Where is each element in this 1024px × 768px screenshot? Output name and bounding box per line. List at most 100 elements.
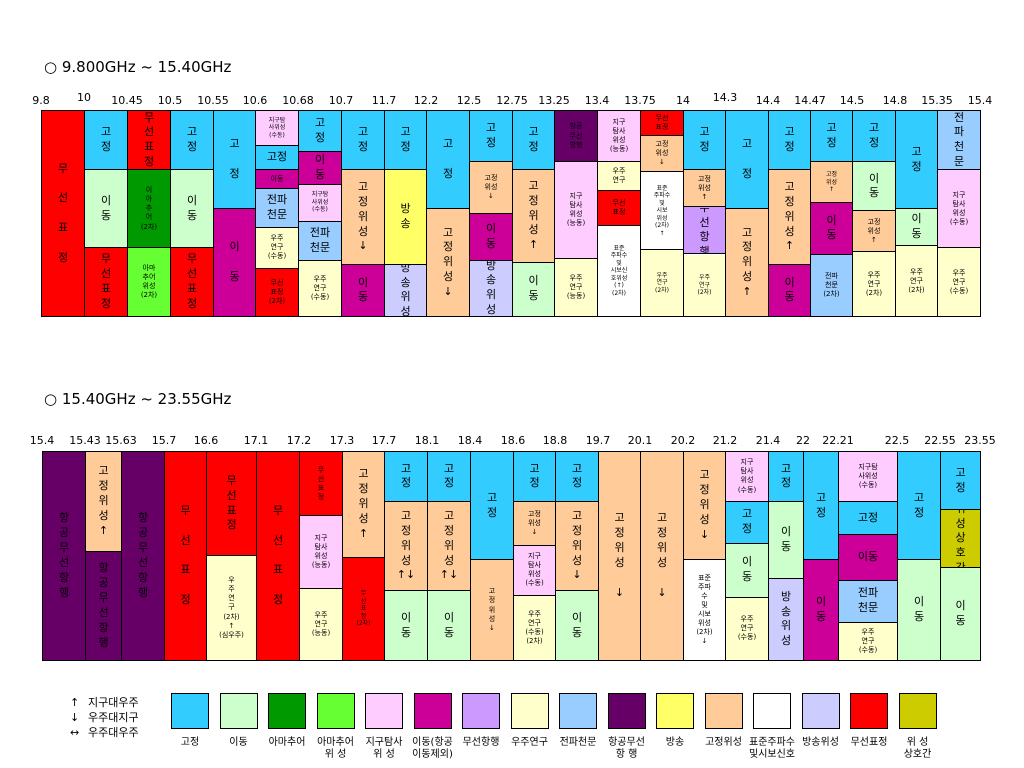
legend-label: 항공무선 항 행 — [608, 737, 645, 760]
allocation-cell: 지구탐 사위성 (수동) — [839, 452, 897, 502]
allocation-cell: 무 선 표 정 — [207, 452, 256, 556]
allocation-cell: 무 선 표 정 — [171, 248, 213, 316]
direction-text: 우주대지구 — [88, 711, 139, 724]
allocation-cell: 고정 위성 ↑ — [853, 211, 895, 253]
legend-swatch — [656, 693, 694, 729]
allocation-cell: 지구탐 사위성 (수동) — [256, 111, 298, 146]
allocation-cell: 이 동 — [299, 152, 341, 185]
band-column: 고 정 위 성 ↓ — [598, 451, 641, 661]
freq-label: 20.2 — [670, 434, 696, 447]
freq-label: 10.68 — [282, 94, 314, 107]
allocation-cell: 우주 연구 (2차) — [684, 254, 725, 316]
freq-label: 21.2 — [712, 434, 738, 447]
section-title-1: ○ 9.800GHz ~ 15.40GHz — [44, 58, 232, 76]
freq-label: 12.2 — [413, 94, 439, 107]
freq-label: 22 — [796, 434, 810, 447]
legend-label: 표준주파수 및시보신호 — [749, 737, 795, 760]
allocation-cell: 고 정 — [941, 452, 980, 511]
band-column: 지구탐 사위성 (수동) 고정 이동 전파 천문 우주 연구 (수동) — [838, 451, 898, 661]
allocation-cell: 전파 천문 — [299, 221, 341, 261]
allocation-cell: 이 동 — [853, 162, 895, 212]
allocation-cell: 우주 연구 (수동) — [839, 622, 897, 660]
freq-label: 15.43 — [69, 434, 101, 447]
allocation-cell: 고 정 — [514, 452, 555, 502]
allocation-cell: 표준 주파수 및 시보 위성 (2차) ↑ — [641, 172, 683, 251]
freq-label: 18.6 — [500, 434, 526, 447]
allocation-cell: 고 정 — [898, 452, 940, 561]
allocation-cell: 이 동 — [811, 203, 852, 255]
allocation-cell: 고 정 — [428, 452, 470, 502]
allocation-cell: 고정 — [839, 501, 897, 536]
band-column: 고 정 위 성 ↓ 표준 주파 수 및 시보 위성 (2차) ↓ — [683, 451, 726, 661]
allocation-cell: 이 동 — [941, 568, 980, 660]
allocation-cell: 고정 위성 ↓ — [514, 501, 555, 546]
legend-swatch — [559, 693, 597, 729]
allocation-cell: 무 선 표 정 — [128, 111, 170, 171]
allocation-cell: 항공 무선 항행 — [555, 111, 597, 163]
direction-arrow: ↑ — [70, 696, 80, 709]
allocation-cell: 고정 위성 ↑ — [811, 162, 852, 204]
allocation-cell: 고 정 — [342, 111, 384, 171]
allocation-cell: 우주 연구 (수동) — [726, 597, 768, 660]
freq-label: 14.5 — [839, 94, 865, 107]
legend-swatch — [268, 693, 306, 729]
freq-label: 15.4 — [967, 94, 993, 107]
allocation-cell: 무선 표정 — [641, 111, 683, 136]
legend-label: 지구탐사 위 성 — [365, 737, 403, 760]
freq-label: 18.4 — [457, 434, 483, 447]
allocation-cell: 우주 연구 (수동) — [256, 227, 298, 269]
allocation-cell: 이 동 — [556, 591, 598, 660]
legend-label: 이동 — [229, 737, 248, 748]
allocation-cell: 우주 연구 (수동) — [299, 260, 341, 316]
allocation-cell: 고 정 — [896, 111, 937, 210]
allocation-cell: 이 동 — [769, 501, 803, 579]
allocation-cell: 고정 위성 ↑ — [684, 170, 725, 208]
freq-label: 10 — [77, 91, 91, 104]
allocation-cell: 고 정 — [385, 452, 427, 502]
allocation-cell: 우주 연구 (2차) — [641, 250, 683, 316]
allocation-cell: 표준 주파수 및 시보신 호위성 (↑) (2차) — [598, 225, 640, 316]
allocation-cell: 고 정 위 성 ↑↓ — [428, 501, 470, 592]
allocation-cell: 항 공 무 선 항 행 — [43, 452, 85, 660]
allocation-cell: 이 동 — [85, 170, 127, 249]
allocation-cell: 지구 탐사 위성 (능동) — [300, 516, 342, 590]
allocation-cell: 고 정 — [427, 111, 469, 210]
allocation-cell: 고 정 — [804, 452, 838, 561]
allocation-cell: 지구탐 사위성 (수동) — [299, 184, 341, 222]
allocation-cell: 이 동 — [513, 262, 554, 316]
allocation-cell: 고 정 — [811, 111, 852, 163]
allocation-cell: 우주 연구 (2차) — [896, 246, 937, 316]
freq-label: 10.6 — [242, 94, 268, 107]
legend-swatch — [704, 693, 743, 729]
freq-label: 10.7 — [328, 94, 354, 107]
allocation-cell: 고 정 위 성 ↓ — [684, 452, 725, 561]
allocation-cell: 지구 탐사 위성 (능동) — [555, 162, 597, 259]
allocation-cell: 우주 연구 — [598, 162, 640, 191]
band-column: 항 공 무 선 항 행 — [121, 451, 165, 661]
freq-label: 17.1 — [243, 434, 269, 447]
legend-label: 위 성 상호간 — [903, 737, 932, 760]
freq-label: 12.75 — [496, 94, 528, 107]
allocation-cell: 전 파 천 문 — [938, 111, 980, 171]
allocation-cell: 고 정 위 성 ↑ — [513, 170, 554, 263]
allocation-cell: 이 동 — [385, 591, 427, 660]
allocation-cell: 고 정 위 성 ↑ — [726, 209, 768, 316]
allocation-cell: 무 선 표 정 — [165, 452, 206, 660]
band-column: 고 정 위 성 ↓ — [640, 451, 684, 661]
freq-label: 16.6 — [193, 434, 219, 447]
direction-legend-item: ↑ 지구대우주 — [70, 694, 139, 710]
freq-label: 10.5 — [157, 94, 183, 107]
allocation-cell: 방 송 — [385, 170, 426, 265]
allocation-cell: 우주 연구 (능동) — [555, 258, 597, 316]
allocation-cell: 고 정 — [684, 111, 725, 171]
band-column: 고 정 고정 위성 ↑ 이 동 전파 천문 (2차) — [810, 110, 853, 317]
allocation-cell: 우주 연구 (수동) — [938, 248, 980, 316]
